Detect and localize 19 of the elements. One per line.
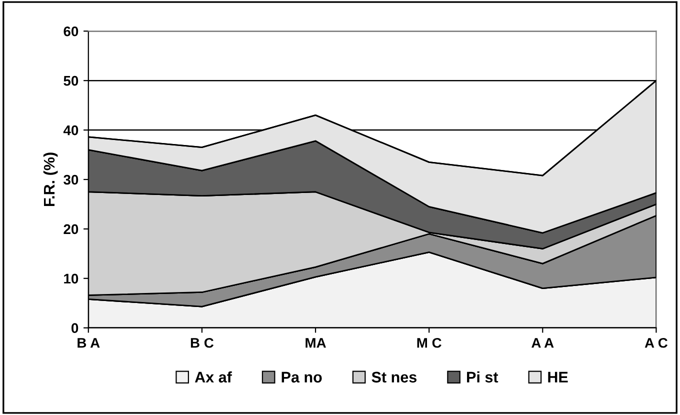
x-tick-label: M C <box>417 338 442 348</box>
y-tick-label: 20 <box>64 224 78 234</box>
legend-label: Pi st <box>467 371 498 383</box>
x-tick-label: MA <box>306 338 326 348</box>
legend-label: Pa no <box>282 372 322 383</box>
x-tick-label: B C <box>190 338 214 348</box>
y-tick-label: 0 <box>72 323 78 334</box>
y-tick-label: 30 <box>64 174 78 185</box>
y-tick-label: 50 <box>64 76 78 86</box>
legend-label: HE <box>548 372 568 382</box>
legend-label: Ax af <box>194 371 232 383</box>
x-tick-label: B A <box>78 338 100 348</box>
y-tick-label: 10 <box>64 274 78 284</box>
x-tick-label: A A <box>532 338 554 348</box>
y-tick-label: 60 <box>64 26 78 36</box>
legend-label: St nes <box>372 372 416 383</box>
x-tick-label: A C <box>644 338 668 348</box>
y-tick-label: 40 <box>63 125 78 136</box>
y-axis-title: F.R. (%) <box>43 152 58 206</box>
